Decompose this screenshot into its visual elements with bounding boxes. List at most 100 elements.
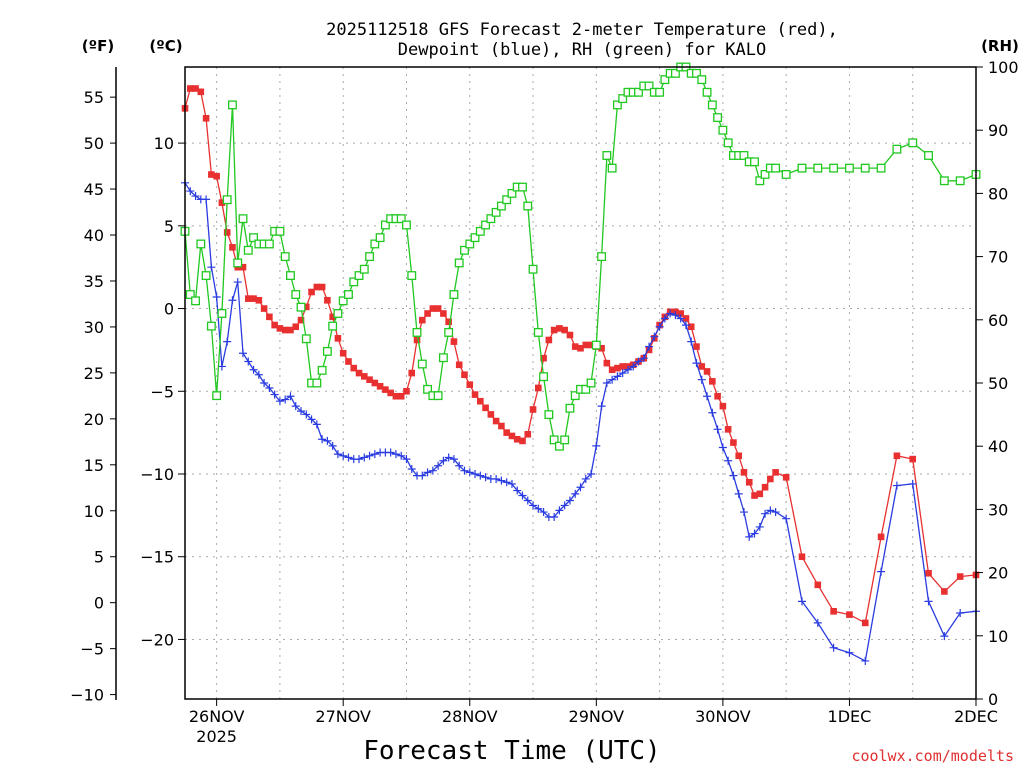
temperature-point — [709, 378, 716, 385]
temperature-point — [719, 402, 727, 410]
dewpoint-point — [782, 514, 791, 523]
dewpoint-point — [318, 435, 327, 444]
temperature-point — [582, 341, 590, 349]
dewpoint-point — [724, 456, 733, 465]
rh-point — [380, 220, 390, 230]
rh-point — [228, 100, 237, 110]
rh-point — [539, 372, 549, 382]
rh-point — [196, 239, 206, 249]
temperature-point — [740, 469, 748, 476]
dewpoint-point — [523, 496, 532, 505]
rh-point — [713, 113, 723, 123]
dewpoint-point — [797, 597, 806, 606]
temperature-point — [571, 343, 579, 350]
temperature-point — [735, 452, 742, 460]
temperature-point — [693, 343, 700, 350]
rh-point — [333, 309, 343, 318]
rh-point — [296, 302, 306, 312]
rh-point — [322, 346, 332, 356]
temperature-point — [756, 490, 764, 498]
fahrenheit-tick-label: −10 — [70, 686, 104, 705]
rh-point — [723, 138, 733, 148]
rh-point — [275, 226, 285, 236]
rh-point — [349, 277, 359, 287]
fahrenheit-tick-label: 45 — [84, 180, 104, 199]
rh-point — [449, 290, 459, 299]
dewpoint-point — [444, 453, 453, 462]
rh-tick-label: 60 — [988, 311, 1008, 330]
dewpoint-point — [465, 468, 474, 477]
dewpoint-point — [191, 192, 200, 201]
x-tick-label: 27NOV — [315, 707, 371, 726]
temperature-point — [339, 349, 347, 357]
dewpoint-point — [671, 311, 680, 320]
dewpoint-point — [908, 479, 917, 488]
dewpoint-point — [312, 420, 321, 429]
x-tick-label: 28NOV — [442, 707, 498, 726]
dewpoint-point — [892, 481, 901, 490]
temperature-point — [703, 368, 711, 375]
temperature-point — [266, 313, 273, 321]
temperature-point — [925, 569, 932, 577]
dewpoint-point — [439, 456, 448, 465]
rh-point — [892, 144, 902, 154]
temperature-point — [487, 411, 495, 418]
temperature-point — [566, 331, 574, 339]
temperature-point — [814, 581, 822, 589]
rh-point — [407, 271, 417, 281]
dewpoint-point — [265, 383, 274, 392]
temperature-point — [397, 392, 405, 400]
rh-point — [402, 220, 411, 230]
dewpoint-point — [402, 455, 411, 464]
temperature-point — [355, 369, 363, 377]
celsius-tick-label: 0 — [164, 300, 174, 319]
rh-point — [660, 75, 670, 85]
rh-point — [797, 163, 807, 173]
dewpoint-point — [666, 309, 675, 318]
plot-frame — [184, 66, 977, 700]
temperature-point — [614, 364, 621, 372]
temperature-point — [382, 386, 389, 393]
dewpoint-point — [228, 296, 237, 305]
temperature-point — [677, 310, 684, 317]
temperature-point — [466, 381, 474, 388]
dewpoint-point — [407, 465, 416, 474]
dewpoint-point — [333, 450, 342, 459]
rh-point — [554, 441, 564, 451]
rh-tick-label: 20 — [988, 564, 1008, 583]
dewpoint-point — [434, 461, 443, 470]
rh-point — [692, 68, 701, 78]
dewpoint-point — [455, 461, 464, 470]
temperature-point — [434, 305, 442, 312]
rh-point — [570, 391, 580, 401]
rh-point — [486, 214, 496, 224]
temperature-point — [587, 341, 595, 349]
temperature-point — [345, 358, 352, 365]
rh-point — [718, 125, 728, 135]
dewpoint-point — [239, 349, 248, 358]
temperature-point — [244, 295, 252, 302]
temperature-point — [213, 172, 220, 180]
temperature-point — [461, 371, 468, 379]
rh-point — [375, 233, 385, 243]
temperature-point — [529, 406, 537, 413]
rh-point — [544, 410, 554, 420]
rh-point — [412, 327, 422, 337]
rh-point — [581, 384, 591, 394]
temperature-point — [440, 310, 447, 317]
dewpoint-point — [339, 451, 348, 460]
dewpoint-point — [260, 379, 269, 387]
rh-point — [280, 252, 290, 262]
dewpoint-point — [761, 509, 770, 518]
dewpoint-point — [629, 362, 638, 371]
dewpoint-point — [571, 489, 580, 498]
temperature-point — [197, 88, 205, 96]
rh-point — [465, 239, 475, 249]
rh-point — [634, 87, 643, 97]
fahrenheit-tick-label: 30 — [84, 318, 104, 337]
rh-point — [781, 169, 791, 179]
rh-tick-label: 30 — [988, 500, 1008, 519]
temperature-point — [329, 313, 336, 321]
temperature-point — [371, 379, 379, 387]
